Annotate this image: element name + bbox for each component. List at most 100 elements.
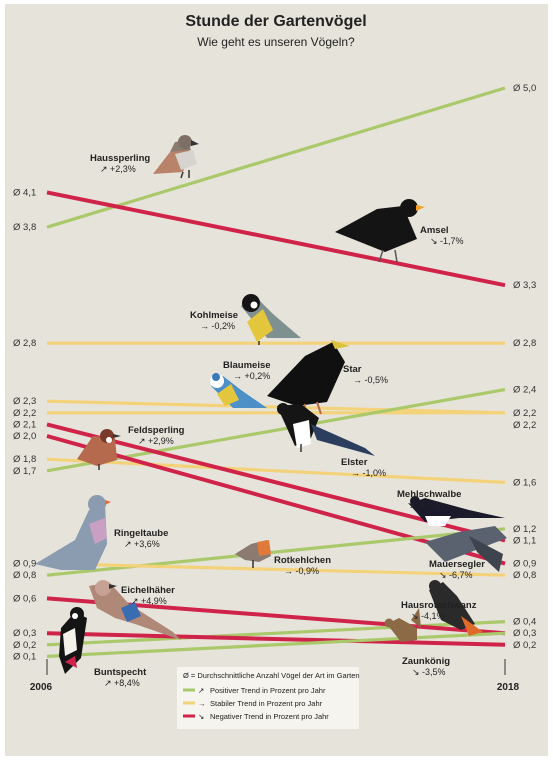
kohlmeise-icon — [241, 294, 301, 345]
bird-illustrations — [35, 135, 507, 674]
start-value-amsel: Ø 4,1 — [13, 187, 36, 198]
start-value-rotkehlchen: Ø 0,9 — [13, 559, 36, 570]
chart-title: Stunde der Gartenvögel — [185, 13, 366, 30]
bird-name-amsel: Amsel — [420, 225, 449, 236]
infographic: Stunde der Gartenvögel Wie geht es unser… — [5, 4, 548, 756]
legend-label-negative: Negativer Trend in Prozent pro Jahr — [210, 712, 329, 721]
start-value-eichelhaeher: Ø 0,2 — [13, 640, 36, 651]
start-value-star: Ø 2,3 — [13, 396, 36, 407]
bird-name-buntspecht: Buntspecht — [94, 667, 147, 678]
start-value-kohlmeise: Ø 2,8 — [13, 338, 36, 349]
start-value-elster: Ø 1,8 — [13, 454, 36, 465]
x-label-end: 2018 — [497, 682, 520, 693]
end-value-blaumeise: Ø 2,2 — [513, 408, 536, 419]
start-value-zaunkoenig: Ø 0,3 — [13, 628, 36, 639]
bird-trend-feldsperling: ↗ +2,9% — [138, 436, 174, 446]
end-value-feldsperling: Ø 2,4 — [513, 385, 536, 396]
rotkehlchen-icon — [235, 540, 271, 568]
series-line-ringeltaube — [46, 527, 506, 577]
legend-label-positive: Positiver Trend in Prozent pro Jahr — [210, 686, 326, 695]
bird-trend-rotkehlchen: → -0,9% — [284, 566, 319, 576]
legend-symbol-positive: ↗ — [198, 686, 204, 695]
legend-label-stable: Stabiler Trend in Prozent pro Jahr — [210, 699, 323, 708]
end-value-mauersegler: Ø 0,9 — [513, 559, 536, 570]
end-value-zaunkoenig: Ø 0,2 — [513, 640, 536, 651]
start-value-hausrotschwanz: Ø 0,6 — [13, 593, 36, 604]
ringeltaube-icon — [35, 495, 111, 570]
elster-icon — [277, 403, 375, 456]
bird-name-mehlschwalbe: Mehlschwalbe — [397, 489, 461, 500]
series-line-rotkehlchen — [46, 562, 506, 577]
end-value-star: Ø 2,2 — [513, 420, 536, 431]
series-labels: Ø 3,8 Ø 5,0 Haussperling↗ +2,3% Ø 4,1 Ø 3,3 A… — [13, 83, 536, 688]
zaunkoenig-icon — [384, 608, 421, 642]
buntspecht-icon — [59, 607, 87, 674]
bird-name-elster: Elster — [341, 457, 368, 468]
end-value-kohlmeise: Ø 2,8 — [513, 338, 536, 349]
amsel-icon — [335, 199, 425, 263]
hausrotschwanz-icon — [429, 580, 483, 636]
series-line-amsel — [46, 190, 506, 288]
bird-trend-star: → -0,5% — [353, 375, 388, 385]
end-value-elster: Ø 1,6 — [513, 477, 536, 488]
bird-trend-ringeltaube: ↗ +3,6% — [124, 539, 160, 549]
end-value-haussperling: Ø 5,0 — [513, 83, 536, 94]
end-value-hausrotschwanz: Ø 0,3 — [513, 628, 536, 639]
bird-name-eichelhaeher: Eichelhäher — [121, 585, 175, 596]
legend-box — [177, 667, 359, 729]
series-line-elster — [46, 457, 506, 484]
start-value-mauersegler: Ø 2,0 — [13, 431, 36, 442]
bird-trend-blaumeise: → +0,2% — [233, 371, 270, 381]
bird-name-hausrotschwanz: Hausrotschwanz — [401, 600, 477, 611]
chart-svg: Stunde der Gartenvögel Wie geht es unser… — [13, 13, 536, 729]
start-value-mehlschwalbe: Ø 2,1 — [13, 419, 36, 430]
bird-trend-kohlmeise: → -0,2% — [200, 321, 235, 331]
bird-trend-zaunkoenig: ↘ -3,5% — [412, 667, 446, 677]
series-line-zaunkoenig — [46, 631, 506, 647]
bird-name-haussperling: Haussperling — [90, 153, 150, 164]
x-label-start: 2006 — [30, 682, 53, 693]
bird-trend-amsel: ↘ -1,7% — [430, 236, 464, 246]
start-value-haussperling: Ø 3,8 — [13, 222, 36, 233]
mauersegler-icon — [425, 526, 507, 572]
bird-name-rotkehlchen: Rotkehlchen — [274, 555, 331, 566]
bird-trend-mehlschwalbe: ↘ -4,7% — [407, 500, 441, 510]
blaumeise-icon — [210, 373, 267, 408]
mehlschwalbe-icon — [409, 496, 505, 526]
end-value-mehlschwalbe: Ø 1,1 — [513, 535, 536, 546]
start-value-buntspecht: Ø 0,1 — [13, 651, 36, 662]
start-value-ringeltaube: Ø 0,8 — [13, 570, 36, 581]
bird-trend-hausrotschwanz: ↘ -4,1% — [411, 611, 445, 621]
start-value-blaumeise: Ø 2,2 — [13, 408, 36, 419]
bird-name-feldsperling: Feldsperling — [128, 425, 185, 436]
feldsperling-icon — [77, 429, 121, 470]
bird-trend-haussperling: ↗ +2,3% — [100, 164, 136, 174]
bird-trend-mauersegler: ↘ -6,7% — [439, 570, 473, 580]
eichelhaeher-icon — [89, 580, 181, 640]
end-value-amsel: Ø 3,3 — [513, 280, 536, 291]
start-value-feldsperling: Ø 1,7 — [13, 466, 36, 477]
legend-note: Ø = Durchschnittliche Anzahl Vögel der A… — [183, 671, 360, 680]
end-value-ringeltaube: Ø 1,2 — [513, 524, 536, 535]
bird-name-kohlmeise: Kohlmeise — [190, 310, 238, 321]
legend-symbol-negative: ↘ — [198, 712, 204, 721]
haussperling-icon — [153, 135, 199, 179]
legend: Ø = Durchschnittliche Anzahl Vögel der A… — [177, 667, 360, 729]
series-lines — [46, 86, 506, 658]
bird-trend-elster: → -1,0% — [351, 468, 386, 478]
bird-name-ringeltaube: Ringeltaube — [114, 528, 168, 539]
star-icon — [267, 340, 350, 415]
bird-name-mauersegler: Mauersegler — [429, 559, 485, 570]
series-line-star — [46, 399, 506, 415]
end-value-eichelhaeher: Ø 0,4 — [513, 617, 536, 628]
bird-trend-buntspecht: ↗ +8,4% — [104, 678, 140, 688]
bird-name-star: Star — [343, 364, 362, 375]
end-value-rotkehlchen: Ø 0,8 — [513, 570, 536, 581]
legend-symbol-stable: → — [198, 699, 206, 708]
series-line-buntspecht — [46, 631, 506, 658]
series-line-haussperling — [46, 86, 506, 229]
chart-subtitle: Wie geht es unseren Vögeln? — [197, 35, 355, 49]
bird-name-blaumeise: Blaumeise — [223, 360, 271, 371]
bird-trend-eichelhaeher: ↗ +4,9% — [131, 596, 167, 606]
bird-name-zaunkoenig: Zaunkönig — [402, 656, 450, 667]
